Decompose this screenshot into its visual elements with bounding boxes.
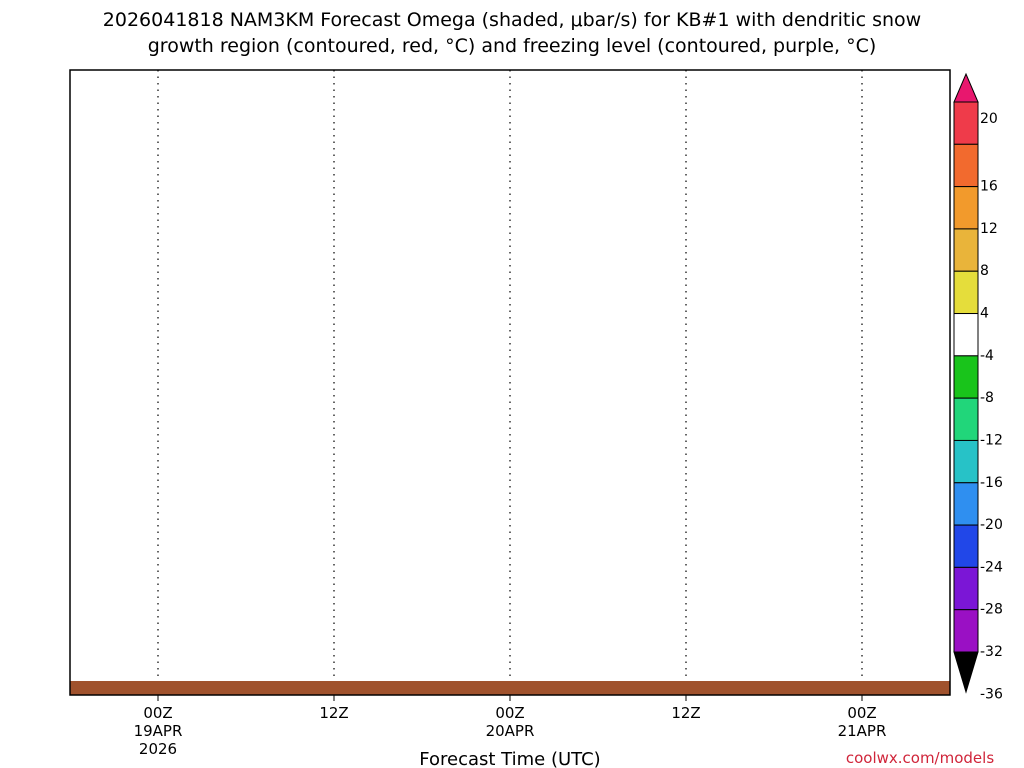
chart-title-line1: 2026041818 NAM3KM Forecast Omega (shaded… [103, 9, 921, 31]
x-tick-label: 19APR [134, 722, 183, 740]
colorbar-swatch [953, 439, 979, 484]
colorbar-swatch [953, 355, 979, 399]
grid-lines [157, 70, 863, 695]
ground-bar [70, 681, 950, 695]
x-tick-label: 2026 [139, 740, 177, 758]
colorbar-swatch [953, 143, 979, 188]
colorbar-swatch [953, 566, 979, 611]
colorbar-label: -32 [980, 644, 1003, 660]
x-tick-label: 00Z [143, 704, 172, 722]
x-tick-label: 00Z [495, 704, 524, 722]
credit-text: coolwx.com/models [846, 749, 994, 767]
colorbar-swatch [953, 482, 979, 526]
x-tick-label: 20APR [486, 722, 535, 740]
colorbar-swatch [953, 313, 979, 357]
colorbar-label: -20 [980, 517, 1003, 533]
colorbar-label: -28 [980, 602, 1003, 618]
x-axis-title: Forecast Time (UTC) [419, 749, 600, 768]
colorbar-swatch [953, 101, 979, 145]
x-tick-label: 21APR [838, 722, 887, 740]
colorbar-label: -8 [980, 390, 994, 406]
colorbar-triangle-bottom [953, 651, 979, 694]
colorbar-label: -24 [980, 559, 1003, 575]
chart-title-line2: growth region (contoured, red, °C) and f… [148, 35, 877, 57]
colorbar-label: 16 [980, 179, 998, 195]
colorbar-label: 20 [980, 111, 998, 127]
colorbar-label: -12 [980, 432, 1003, 448]
colorbar-label: -36 [980, 686, 1003, 702]
colorbar-swatch [953, 186, 979, 230]
x-tick-label: 00Z [847, 704, 876, 722]
colorbar-swatch [953, 524, 979, 568]
colorbar-swatch [953, 609, 979, 653]
colorbar-label: -16 [980, 475, 1003, 491]
x-tick-label: 12Z [671, 704, 700, 722]
colorbar-swatch [953, 397, 979, 441]
colorbar-swatch [953, 228, 979, 272]
colorbar-label: 12 [980, 221, 998, 237]
colorbar-triangle-top [953, 72, 979, 103]
colorbar-label: 4 [980, 306, 989, 322]
x-tick-label: 12Z [319, 704, 348, 722]
colorbar-swatch [953, 270, 979, 315]
colorbar: 20 16 12 8 4 -4 -8 -12 -16 -20 -24 -28 -32 -36 [953, 72, 1003, 702]
colorbar-label: -4 [980, 348, 994, 364]
plot-area: -18-18-12-12-1200 [69, 69, 951, 696]
colorbar-label: 8 [980, 263, 989, 279]
